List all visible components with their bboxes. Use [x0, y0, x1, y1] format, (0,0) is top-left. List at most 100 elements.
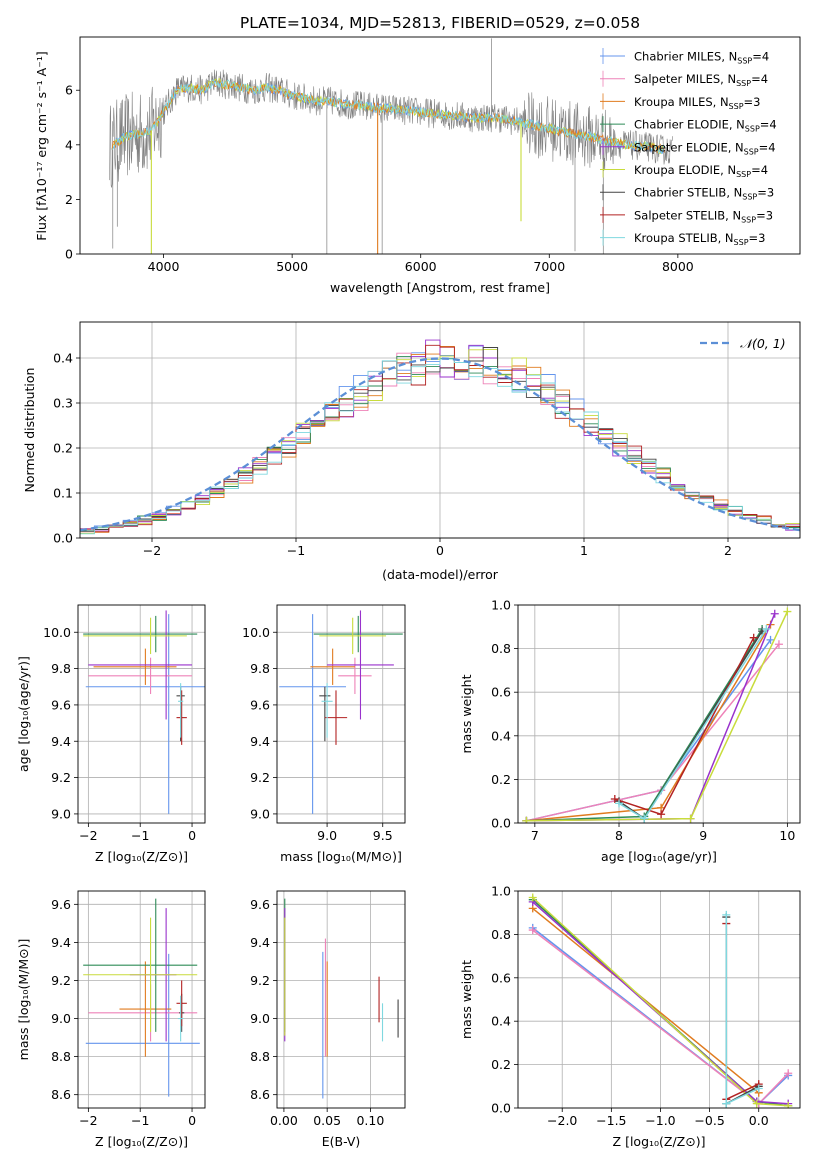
weight-line: [526, 624, 772, 822]
y-tick-label: 0.6: [491, 685, 511, 700]
y-tick-label: 0: [65, 247, 73, 262]
x-axis-label: Z [log₁₀(Z/Z⊙)]: [95, 1134, 188, 1149]
legend-entry: Salpeter MILES, NSSP=4: [634, 72, 768, 88]
x-tick-label: 10: [779, 828, 795, 843]
legend-entry: Kroupa ELODIE, NSSP=4: [634, 163, 768, 179]
weight-marker: [774, 640, 783, 649]
y-tick-label: 0.8: [491, 927, 511, 942]
plot-area: [83, 898, 200, 1097]
y-tick-label: 9.4: [51, 734, 71, 749]
y-tick-label: 8.8: [250, 1049, 270, 1064]
legend-entry: 𝒩(0, 1): [740, 336, 786, 351]
axes-frame: [276, 890, 406, 1109]
y-tick-label: 0.4: [491, 728, 511, 743]
y-tick-label: 9.4: [250, 734, 270, 749]
x-axis-label: Z [log₁₀(Z/Z⊙)]: [613, 1134, 706, 1149]
y-tick-label: 1.0: [491, 598, 511, 613]
y-tick-label: 0.2: [491, 1057, 511, 1072]
legend-entry: Kroupa STELIB, NSSP=3: [634, 231, 765, 247]
x-tick-label: 7000: [533, 259, 565, 274]
x-tick-label: 0: [188, 828, 196, 843]
weight-marker: [615, 799, 624, 808]
plot-area: [284, 898, 399, 1099]
y-tick-label: 10.0: [242, 625, 270, 640]
axes-frame: [79, 36, 801, 255]
x-axis-label: wavelength [Angstrom, rest frame]: [330, 280, 550, 295]
x-tick-label: 4000: [148, 259, 180, 274]
axes-frame: [77, 604, 206, 824]
axes-frame: [517, 890, 801, 1109]
x-axis-label: mass [log₁₀(M/M⊙)]: [280, 849, 402, 864]
y-axis-label: mass weight: [459, 674, 474, 753]
y-tick-label: 9.8: [51, 661, 71, 676]
x-tick-label: 0.05: [313, 1113, 341, 1128]
legend-entry: Chabrier ELODIE, NSSP=4: [634, 118, 777, 134]
y-tick-label: 0.4: [491, 1014, 511, 1029]
y-tick-label: 0.3: [53, 396, 73, 411]
y-tick-label: 0.0: [53, 531, 73, 546]
weight-line: [725, 917, 760, 1105]
weight-marker: [522, 816, 531, 823]
x-tick-label: 0.00: [270, 1113, 298, 1128]
age-vs-Z-panel: −2 −1 0 9.0 9.2 9.4 9.6 9.8 10.0 Z [log₁₀(Z/Z⊙)] a…: [16, 604, 206, 864]
x-tick-label: −2.0: [547, 1113, 577, 1128]
y-tick-label: 2: [65, 192, 73, 207]
weight-line: [614, 637, 755, 816]
y-tick-label: 9.6: [51, 697, 71, 712]
x-tick-label: 9.0: [317, 828, 337, 843]
y-tick-label: 0.1: [53, 486, 73, 501]
model-spectrum-line: [111, 79, 665, 154]
y-tick-label: 9.2: [51, 973, 71, 988]
plot-area: [528, 893, 793, 1108]
weight-marker: [784, 1101, 793, 1108]
x-tick-label: −1: [287, 543, 305, 558]
x-tick-label: −2: [143, 543, 161, 558]
y-axis-label: mass [log₁₀(M/M⊙)]: [16, 939, 31, 1061]
legend-entry: Chabrier MILES, NSSP=4: [634, 50, 769, 66]
weight-marker: [528, 926, 537, 935]
x-tick-label: 7: [531, 828, 539, 843]
histogram-series: [80, 344, 800, 533]
weight-marker: [686, 814, 695, 823]
x-tick-label: −2: [79, 1113, 97, 1128]
spectrum-panel: 4000 5000 6000 7000 8000 0 2 4 6 wavelength [Angs…: [34, 36, 801, 295]
weight-marker: [640, 814, 649, 823]
y-tick-label: 8.6: [250, 1087, 270, 1102]
weight-marker: [783, 607, 792, 616]
x-tick-label: 2: [724, 543, 732, 558]
weight-marker: [762, 624, 771, 633]
x-tick-label: 0.10: [356, 1113, 384, 1128]
y-tick-label: 8.6: [51, 1087, 71, 1102]
y-tick-label: 0.4: [53, 351, 73, 366]
x-axis-label: Z [log₁₀(Z/Z⊙)]: [95, 849, 188, 864]
plot-area: [109, 38, 673, 254]
x-axis-label: (data-model)/error: [382, 567, 499, 582]
y-tick-label: 8.8: [51, 1049, 71, 1064]
x-axis-label: age [log₁₀(age/yr)]: [601, 849, 717, 864]
weight-marker: [770, 609, 779, 618]
y-tick-label: 9.8: [250, 661, 270, 676]
model-spectrum-line: [111, 79, 665, 155]
axes-frame: [276, 604, 406, 824]
x-tick-label: −1.0: [645, 1113, 675, 1128]
x-axis-label: E(B-V): [322, 1134, 361, 1149]
axes-frame: [79, 321, 801, 539]
axes-frame: [517, 604, 801, 824]
y-tick-label: 6: [65, 83, 73, 98]
x-tick-label: 9: [699, 828, 707, 843]
y-tick-label: 0.0: [491, 816, 511, 831]
y-tick-label: 0.2: [491, 772, 511, 787]
weight-line: [725, 914, 760, 1105]
histogram-series: [80, 358, 800, 535]
x-tick-label: −2: [79, 828, 97, 843]
x-tick-label: 8000: [662, 259, 694, 274]
x-tick-label: 0: [436, 543, 444, 558]
y-tick-label: 10.0: [43, 625, 71, 640]
mass-weight-vs-age-panel: 7 8 9 10 0.0 0.2 0.4 0.6 0.8 1.0 age [log₁₀(age/yr…: [459, 598, 801, 864]
y-tick-label: 9.0: [51, 806, 71, 821]
x-tick-label: 6000: [405, 259, 437, 274]
y-tick-label: 0.2: [53, 441, 73, 456]
weight-marker: [528, 893, 537, 902]
y-tick-label: 9.0: [250, 806, 270, 821]
